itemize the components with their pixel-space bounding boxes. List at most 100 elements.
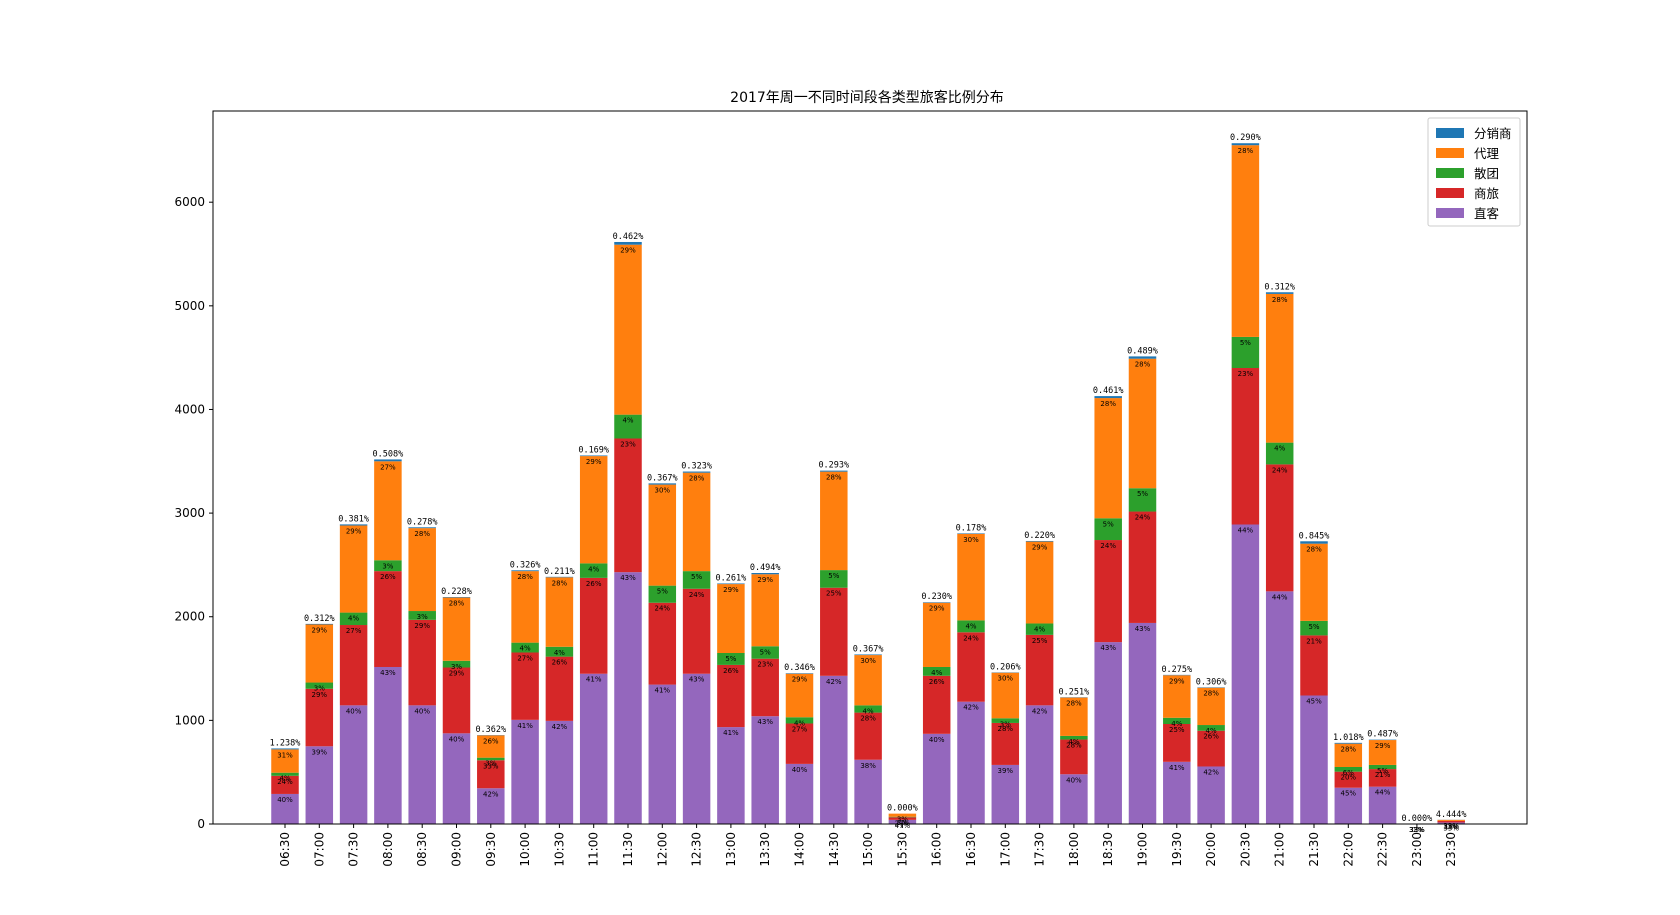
bar-segment [340, 705, 368, 824]
x-tick-label: 12:30 [690, 832, 704, 867]
bar-segment [1094, 396, 1122, 398]
segment-label: 43% [1135, 625, 1151, 633]
segment-label: 44% [1272, 593, 1288, 601]
segment-label: 4% [1068, 738, 1079, 746]
x-tick-label: 06:30 [278, 832, 292, 867]
segment-label: 5% [725, 655, 736, 663]
segment-label: 41% [655, 687, 671, 695]
legend-entry: 直客 [1474, 206, 1500, 221]
bar-total-label: 0.261% [716, 573, 747, 583]
segment-label: 43% [380, 669, 396, 677]
x-tick-label: 19:30 [1170, 832, 1184, 867]
y-tick-label: 6000 [174, 195, 205, 209]
y-tick-label: 0 [197, 817, 205, 831]
bar-segment [306, 746, 334, 824]
bar-segment [1300, 695, 1328, 824]
bar-segment [717, 584, 745, 653]
segment-label: 26% [552, 659, 568, 667]
segment-label: 40% [449, 735, 465, 743]
bar-segment [854, 654, 882, 655]
bar-segment [683, 473, 711, 571]
bar-total-label: 0.290% [1230, 133, 1261, 143]
segment-label: 38% [860, 762, 876, 770]
segment-label: 29% [757, 576, 773, 584]
legend-entry: 散团 [1474, 166, 1499, 181]
segment-label: 40% [277, 796, 293, 804]
segment-label: 4% [1274, 445, 1285, 453]
segment-label: 28% [1341, 746, 1357, 754]
y-tick-label: 3000 [174, 506, 205, 520]
segment-label: 28% [826, 474, 842, 482]
segment-label: 40% [792, 766, 808, 774]
x-tick-label: 12:00 [655, 832, 669, 867]
bar-total-label: 0.169% [578, 445, 609, 455]
bar-segment [1129, 623, 1157, 824]
segment-label: 42% [1032, 707, 1048, 715]
x-tick-label: 10:00 [518, 832, 532, 867]
bar-total-label: 0.367% [853, 644, 884, 654]
legend: 分销商代理散团商旅直客 [1428, 118, 1520, 226]
segment-label: 5% [657, 588, 668, 596]
legend-swatch [1436, 128, 1464, 138]
bar-total-label: 0.323% [681, 462, 712, 472]
x-tick-label: 17:00 [998, 832, 1012, 867]
segment-label: 4% [931, 669, 942, 677]
segment-label: 29% [346, 528, 362, 536]
segment-label: 5% [828, 572, 839, 580]
bar-total-label: 0.178% [956, 523, 987, 533]
x-tick-label: 13:00 [724, 832, 738, 867]
bar-segment [751, 574, 779, 646]
segment-label: 29% [929, 605, 945, 613]
segment-label: 4% [794, 719, 805, 727]
bar-segment [751, 716, 779, 824]
segment-label: 31% [277, 751, 293, 759]
bar-segment [443, 597, 471, 598]
segment-label: 4% [520, 645, 531, 653]
x-tick-label: 09:30 [484, 832, 498, 867]
segment-label: 28% [1306, 546, 1322, 554]
bar-segment [751, 573, 779, 574]
segment-label: 39% [998, 767, 1014, 775]
segment-label: 30% [655, 487, 671, 495]
bar-total-label: 0.293% [818, 461, 849, 471]
bar-total-label: 0.362% [475, 725, 506, 735]
segment-label: 5% [1308, 623, 1319, 631]
x-tick-label: 11:30 [621, 832, 635, 867]
legend-swatch [1436, 208, 1464, 218]
segment-label: 43% [620, 574, 636, 582]
bar-segment [614, 572, 642, 824]
segment-label: 42% [1203, 768, 1219, 776]
segment-label: 28% [1238, 147, 1254, 155]
bar-segment [546, 577, 574, 646]
bar-segment [923, 734, 951, 824]
bar-segment [1232, 368, 1260, 524]
bar-segment [408, 528, 436, 611]
bar-segment [580, 674, 608, 824]
bar-segment [1129, 512, 1157, 623]
segment-label: 3% [382, 562, 393, 570]
bar-segment [546, 577, 574, 578]
bar-segment [511, 652, 538, 719]
legend-entry: 商旅 [1474, 186, 1499, 201]
segment-label: 26% [380, 573, 396, 581]
bar-segment [1094, 642, 1122, 824]
bar-total-label: 0.462% [613, 232, 644, 242]
segment-label: 25% [826, 590, 842, 598]
segment-label: 5% [760, 648, 771, 656]
bar-segment [340, 524, 368, 525]
bar-segment [1026, 541, 1054, 542]
segment-label: 29% [620, 247, 636, 255]
x-tick-label: 16:30 [964, 832, 978, 867]
segment-label: 28% [517, 573, 533, 581]
segment-label: 26% [929, 678, 945, 686]
bar-segment [649, 483, 677, 484]
bar-segment [614, 245, 642, 415]
segment-label: 5% [1240, 339, 1251, 347]
bar-segment [408, 705, 436, 824]
segment-label: 28% [1272, 296, 1288, 304]
bar-total-label: 0.211% [544, 567, 575, 577]
segment-label: 30% [860, 657, 876, 665]
segment-label: 3% [897, 816, 908, 824]
